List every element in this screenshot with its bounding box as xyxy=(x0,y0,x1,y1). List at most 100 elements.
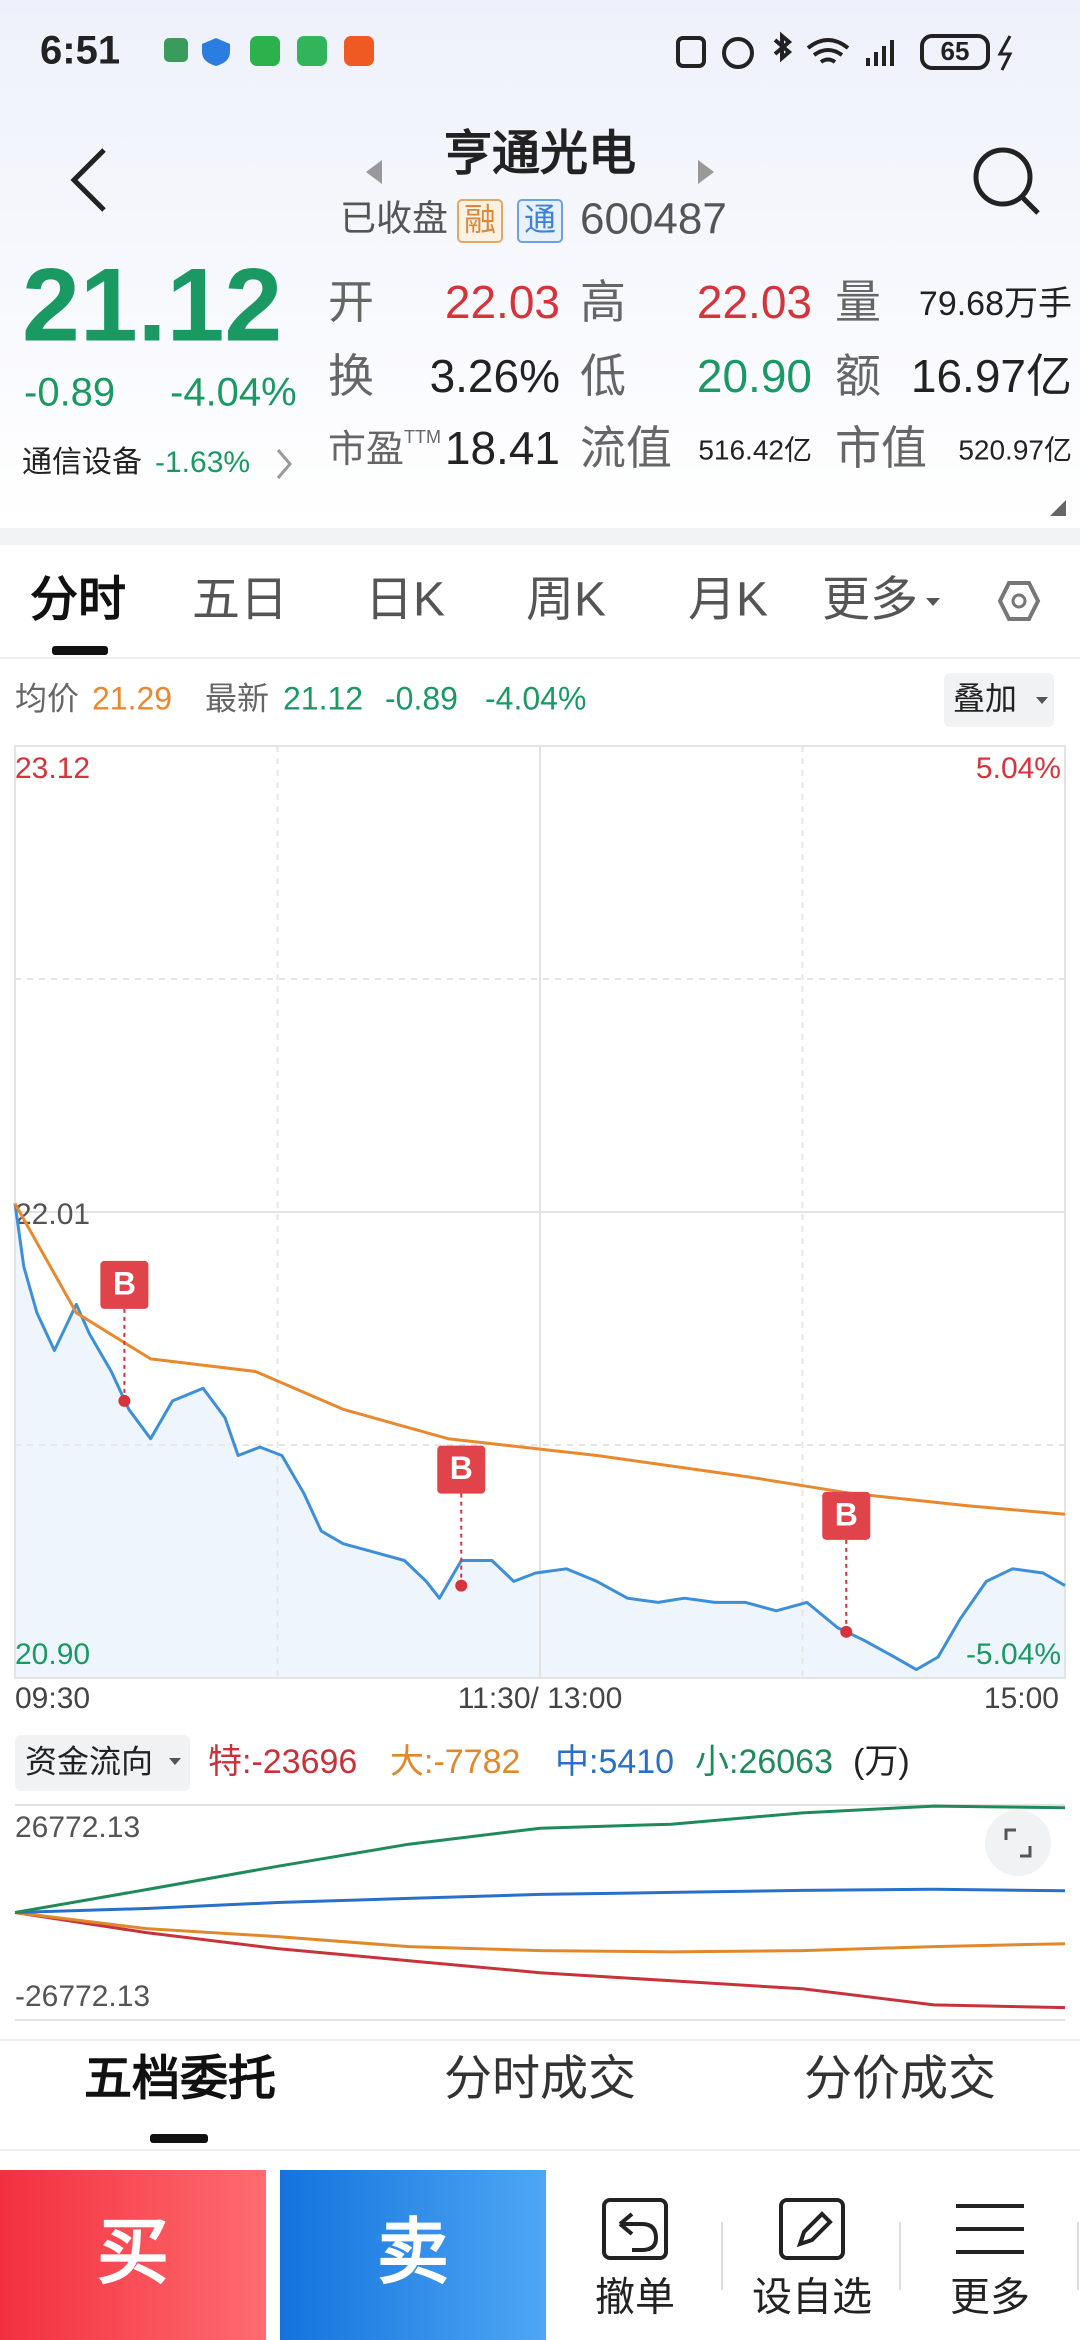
legend-entry: 大:-7782 xyxy=(390,1743,520,1781)
buy-marker-box xyxy=(100,1260,149,1309)
last-price: 21.12 xyxy=(22,247,282,363)
overlay-label[interactable]: 叠加 xyxy=(953,680,1017,716)
status-time: 6:51 xyxy=(40,29,120,73)
field-label: 额 xyxy=(835,350,881,402)
header-bg xyxy=(0,0,1080,530)
latest-value: 21.12 xyxy=(283,680,363,716)
bottom-tab[interactable]: 五档委托 xyxy=(84,2053,276,2106)
series-line xyxy=(13,1202,1066,1516)
fullscreen-button[interactable] xyxy=(985,1810,1051,1876)
buy-marker-label: B xyxy=(113,1265,136,1301)
bottom-tab-underline xyxy=(150,2134,208,2143)
y2-tick-label: -5.04% xyxy=(966,1638,1061,1671)
buy-marker-box xyxy=(437,1445,486,1494)
stock-code: 600487 xyxy=(580,195,727,244)
field-label: 流值 xyxy=(580,422,672,474)
x-tick-label: 15:00 xyxy=(984,1682,1059,1715)
buy-marker-label: B xyxy=(450,1450,473,1486)
field-value: 516.42亿 xyxy=(698,434,812,465)
period-tab[interactable]: 月K xyxy=(688,574,768,627)
next-stock[interactable] xyxy=(698,160,714,184)
price-area xyxy=(15,1203,1065,1678)
field-label: 换 xyxy=(328,350,374,402)
price-change: -0.89 xyxy=(24,371,115,415)
flow-title[interactable]: 资金流向 xyxy=(25,1743,153,1779)
action-icons xyxy=(602,2198,1024,2260)
x-tick-label: 11:30/ 13:00 xyxy=(458,1682,623,1715)
period-tab[interactable]: 分时 xyxy=(30,574,126,627)
field-label: 市盈 xyxy=(328,429,404,471)
sell-button[interactable] xyxy=(280,2170,546,2340)
avg-label: 均价 xyxy=(15,680,79,716)
legend-entry: 小:26063 xyxy=(695,1743,833,1781)
field-value: 79.68万手 xyxy=(919,285,1072,323)
sector-arrow[interactable] xyxy=(276,449,292,479)
field-value: 3.26% xyxy=(430,350,560,402)
price-change-pct: -4.04% xyxy=(170,371,297,415)
series-line xyxy=(14,1911,1066,1954)
series-line xyxy=(14,1887,1066,1914)
sector-name[interactable]: 通信设备 xyxy=(22,446,142,479)
flow-caret xyxy=(169,1758,181,1765)
series-line xyxy=(14,1911,1066,2010)
series-line xyxy=(14,1804,1066,1914)
tag-rong-box xyxy=(457,199,503,243)
field-value: 18.41 xyxy=(445,422,560,474)
settings-hex-dot xyxy=(1011,593,1027,609)
buy-button[interactable] xyxy=(0,2170,266,2340)
sell-label[interactable]: 卖 xyxy=(377,2213,449,2293)
field-value: 22.03 xyxy=(697,276,812,328)
legend-entry: 中:5410 xyxy=(555,1743,674,1781)
back-button[interactable] xyxy=(70,148,106,212)
stock-name: 亨通光电 xyxy=(444,128,636,181)
field-label: 开 xyxy=(328,276,374,328)
legend-entry: 特:-23696 xyxy=(208,1743,357,1781)
action-label[interactable]: 更多 xyxy=(950,2276,1030,2320)
buy-marker-point xyxy=(455,1579,468,1592)
action-label[interactable]: 设自选 xyxy=(752,2276,872,2320)
field-label: 低 xyxy=(580,350,626,402)
buy-marker-label: B xyxy=(835,1496,858,1532)
y-tick-label: -26772.13 xyxy=(15,1980,150,2013)
tag-tong-box xyxy=(517,199,563,243)
fullscreen-icon xyxy=(1004,1828,1032,1858)
field-label: 量 xyxy=(835,276,881,328)
period-tab[interactable]: 五日 xyxy=(192,574,288,627)
bottom-tab[interactable]: 分时成交 xyxy=(444,2053,636,2106)
sector-change: -1.63% xyxy=(155,446,250,479)
y-tick-label: 23.12 xyxy=(15,752,90,785)
expand-corner[interactable] xyxy=(1050,500,1066,516)
y-tick-label: 26772.13 xyxy=(15,1811,140,1844)
period-tab[interactable]: 日K xyxy=(365,574,445,627)
buy-marker-point xyxy=(840,1625,853,1638)
tag-rong: 融 xyxy=(464,201,496,237)
field-sup: TTM xyxy=(404,427,441,447)
y2-tick-label: 5.04% xyxy=(976,752,1061,785)
prev-stock[interactable] xyxy=(366,160,382,184)
buy-marker-point xyxy=(118,1394,131,1407)
status-icons xyxy=(164,31,1013,71)
buy-label[interactable]: 买 xyxy=(97,2213,169,2293)
field-value: 20.90 xyxy=(697,350,812,402)
period-tab[interactable]: 更多 xyxy=(822,574,918,627)
field-label: 高 xyxy=(580,276,626,328)
market-status: 已收盘 xyxy=(340,198,448,239)
more-caret xyxy=(926,598,940,606)
period-tab[interactable]: 周K xyxy=(526,574,606,627)
flow-select[interactable] xyxy=(15,1735,190,1791)
search-button[interactable] xyxy=(973,147,1040,215)
field-value: 520.97亿 xyxy=(958,434,1072,465)
settings-hex[interactable] xyxy=(997,581,1041,621)
buy-marker-box xyxy=(822,1491,871,1540)
tag-tong: 通 xyxy=(524,201,556,237)
field-value: 16.97亿 xyxy=(911,350,1072,402)
y-tick-label: 20.90 xyxy=(15,1638,90,1671)
latest-change: -0.89 xyxy=(385,680,458,716)
overlay-caret xyxy=(1036,697,1048,704)
bottom-tab[interactable]: 分价成交 xyxy=(804,2053,996,2106)
action-label[interactable]: 撤单 xyxy=(595,2276,675,2320)
flow-unit: (万) xyxy=(853,1743,910,1781)
x-tick-label: 09:30 xyxy=(15,1682,90,1715)
overlay-button[interactable] xyxy=(944,673,1054,727)
